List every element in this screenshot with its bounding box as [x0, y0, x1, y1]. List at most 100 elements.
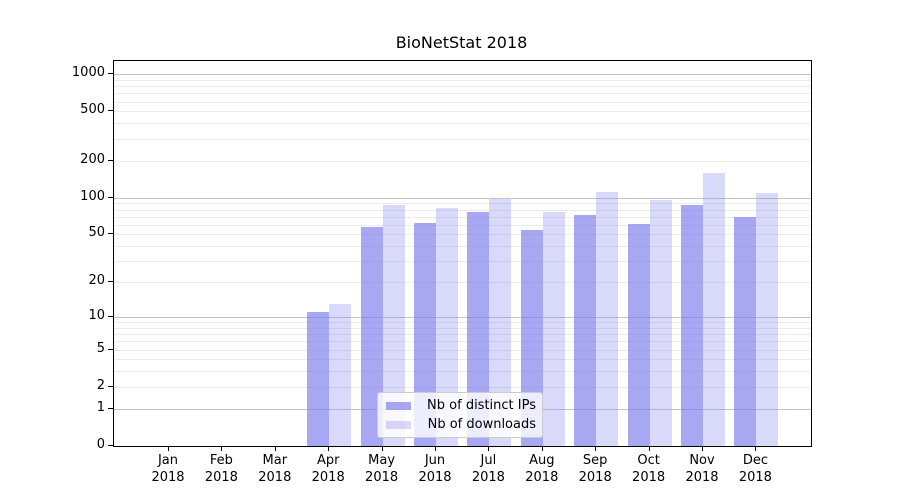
- x-tick-mark: [488, 446, 490, 451]
- y-tick-mark: [108, 196, 113, 198]
- bar-distinct-ips: [681, 205, 703, 446]
- x-tick-mark: [755, 446, 757, 451]
- y-tick-label: 50: [88, 225, 105, 241]
- y-tick-mark: [108, 315, 113, 317]
- legend-label-distinct-ips: Nb of distinct IPs: [427, 398, 536, 413]
- minor-gridline: [114, 224, 811, 226]
- minor-gridline: [114, 322, 811, 324]
- chart-title: BioNetStat 2018: [395, 33, 528, 52]
- y-tick-mark: [108, 110, 113, 112]
- x-tick-label: Nov 2018: [685, 453, 719, 485]
- minor-gridline: [114, 327, 811, 329]
- x-tick-mark: [541, 446, 543, 451]
- y-tick-label: 100: [80, 188, 105, 204]
- x-tick-mark: [595, 446, 597, 451]
- minor-gridline: [114, 261, 811, 263]
- minor-gridline: [114, 371, 811, 373]
- x-tick-mark: [221, 446, 223, 451]
- bar-downloads: [703, 172, 725, 446]
- x-tick-mark: [274, 446, 276, 451]
- y-tick-mark: [108, 159, 113, 161]
- x-tick-label: Sep 2018: [578, 453, 612, 485]
- bar-downloads: [756, 192, 779, 446]
- minor-gridline: [114, 209, 811, 211]
- x-tick-mark: [328, 446, 330, 451]
- x-tick-mark: [435, 446, 436, 451]
- x-tick-label: May 2018: [365, 453, 399, 485]
- x-tick-label: Aug 2018: [525, 453, 559, 485]
- legend-entry-distinct-ips: Nb of distinct IPs: [386, 396, 536, 415]
- bar-downloads: [542, 211, 565, 446]
- bar-distinct-ips: [627, 223, 650, 446]
- bar-distinct-ips: [574, 215, 597, 446]
- x-tick-label: Jun 2018: [418, 453, 452, 485]
- bar-downloads: [649, 199, 672, 446]
- x-tick-label: Apr 2018: [311, 453, 345, 485]
- bar-downloads: [382, 205, 405, 446]
- bar-downloads: [329, 303, 352, 446]
- legend-entry-downloads: Nb of downloads: [386, 415, 536, 434]
- bar-distinct-ips: [414, 223, 436, 446]
- legend-swatch-downloads: [386, 420, 411, 429]
- minor-gridline: [114, 123, 811, 125]
- minor-gridline: [114, 282, 811, 284]
- bar-distinct-ips: [734, 216, 757, 446]
- y-tick-mark: [108, 385, 113, 387]
- legend-swatch-distinct-ips: [386, 401, 411, 410]
- minor-gridline: [114, 138, 811, 140]
- y-tick-label: 1: [96, 399, 105, 415]
- x-tick-label: Jan 2018: [151, 453, 185, 485]
- minor-gridline: [114, 203, 811, 205]
- minor-gridline: [114, 341, 811, 343]
- bar-downloads: [489, 198, 512, 446]
- major-gridline: [114, 74, 811, 76]
- x-tick-label: Dec 2018: [738, 453, 772, 485]
- y-tick-mark: [108, 407, 113, 409]
- bar-distinct-ips: [467, 211, 490, 446]
- minor-gridline: [114, 359, 811, 361]
- minor-gridline: [114, 93, 811, 95]
- x-tick-label: Jul 2018: [471, 453, 505, 485]
- major-gridline: [114, 316, 811, 318]
- minor-gridline: [114, 160, 811, 162]
- minor-gridline: [114, 246, 811, 248]
- x-tick-mark: [168, 446, 169, 451]
- y-tick-label: 0: [96, 437, 105, 452]
- y-tick-mark: [108, 445, 113, 446]
- y-tick-mark: [108, 233, 113, 235]
- minor-gridline: [114, 79, 811, 81]
- x-tick-label: Feb 2018: [204, 453, 238, 485]
- y-tick-mark: [108, 73, 113, 75]
- y-tick-label: 20: [88, 273, 105, 289]
- major-gridline: [114, 197, 811, 199]
- bar-distinct-ips: [307, 312, 330, 446]
- minor-gridline: [114, 86, 811, 88]
- minor-gridline: [114, 101, 811, 103]
- bar-distinct-ips: [360, 226, 383, 446]
- y-tick-mark: [108, 281, 113, 283]
- y-tick-label: 2: [96, 377, 105, 393]
- minor-gridline: [114, 216, 811, 218]
- x-tick-label: Oct 2018: [632, 453, 666, 485]
- legend-label-downloads: Nb of downloads: [427, 417, 536, 432]
- bar-downloads: [436, 208, 458, 446]
- y-tick-label: 5: [96, 340, 105, 356]
- bar-downloads: [596, 191, 619, 446]
- x-tick-mark: [381, 446, 383, 451]
- x-tick-mark: [702, 446, 703, 451]
- x-tick-mark: [648, 446, 650, 451]
- x-tick-label: Mar 2018: [258, 453, 292, 485]
- y-tick-label: 500: [80, 102, 105, 118]
- legend: Nb of distinct IPs Nb of downloads: [377, 392, 543, 438]
- y-tick-mark: [108, 348, 113, 350]
- y-tick-label: 1000: [71, 65, 105, 81]
- minor-gridline: [114, 349, 811, 351]
- y-tick-label: 10: [88, 307, 105, 323]
- minor-gridline: [114, 111, 811, 113]
- plot-area: [113, 60, 812, 447]
- minor-gridline: [114, 334, 811, 336]
- y-tick-label: 200: [80, 151, 105, 167]
- minor-gridline: [114, 386, 811, 388]
- minor-gridline: [114, 234, 811, 236]
